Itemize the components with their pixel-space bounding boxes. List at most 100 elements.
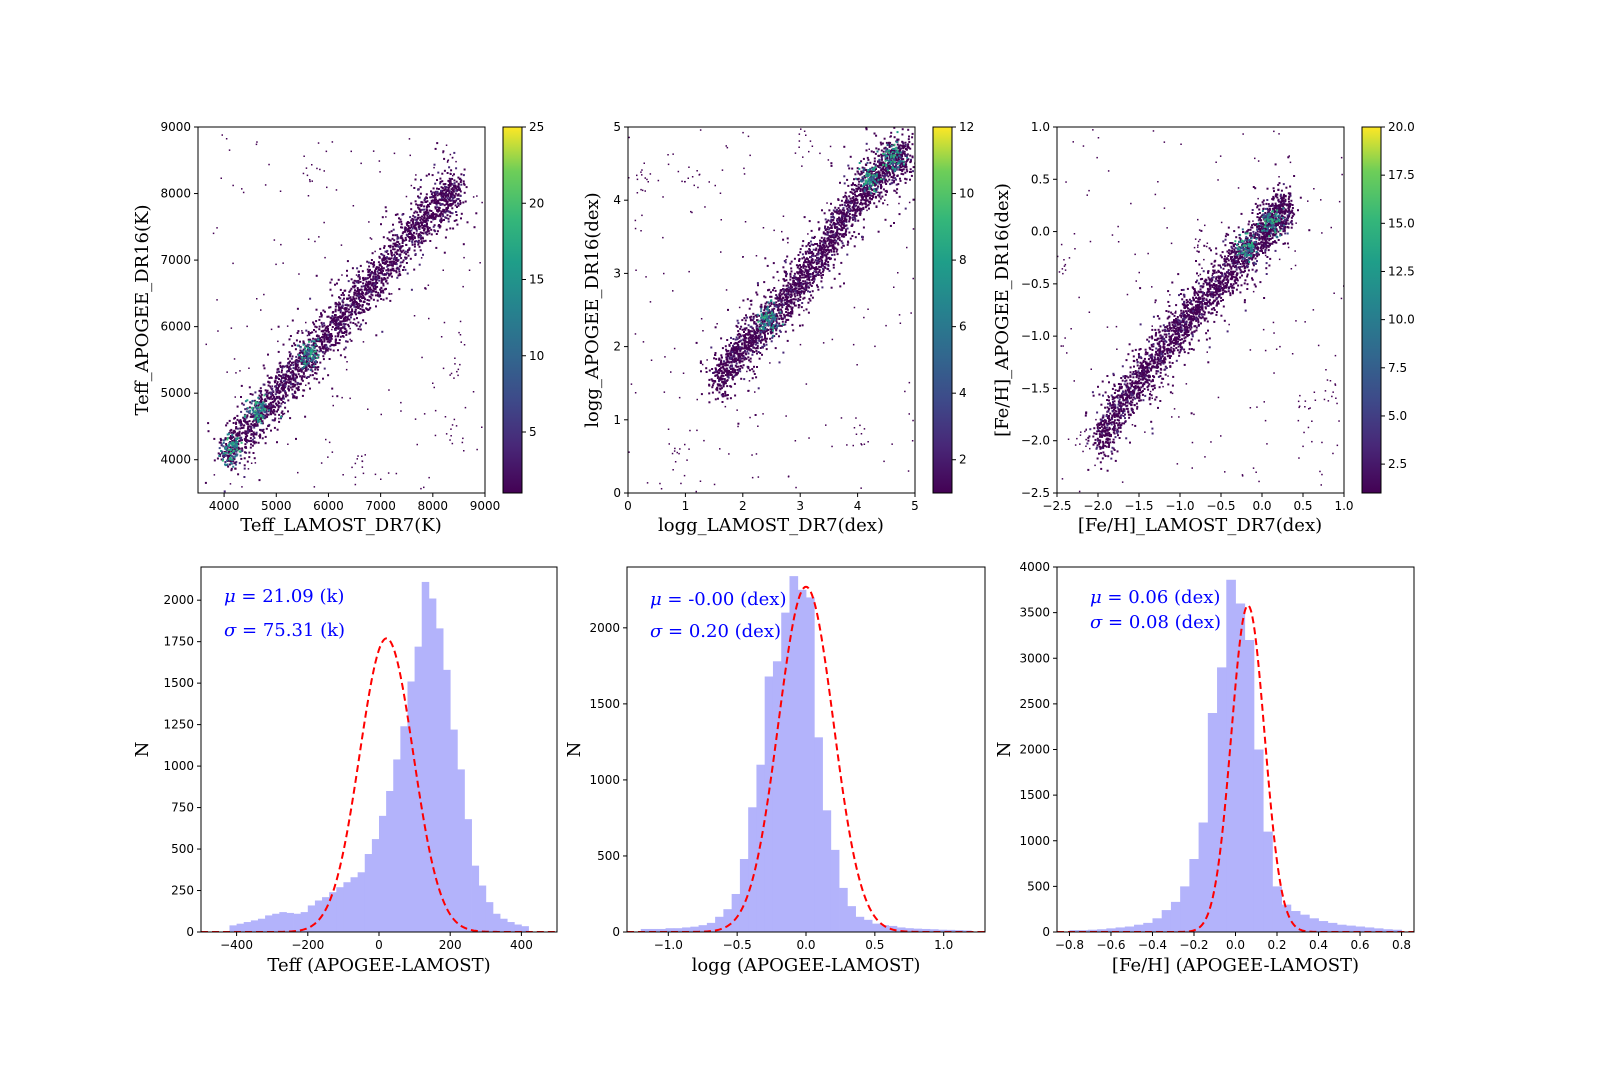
scatter-point bbox=[885, 174, 888, 177]
scatter-point bbox=[300, 376, 303, 379]
scatter-point bbox=[440, 189, 443, 192]
outlier-point bbox=[280, 243, 282, 246]
scatter-point bbox=[313, 323, 316, 326]
scatter-point bbox=[820, 246, 823, 249]
density-peak-point bbox=[258, 406, 261, 409]
scatter-point bbox=[223, 451, 226, 453]
scatter-point bbox=[340, 330, 343, 333]
outlier-point bbox=[463, 256, 465, 259]
scatter-point bbox=[895, 157, 898, 160]
scatter-point bbox=[355, 294, 358, 297]
scatter-point bbox=[837, 199, 840, 201]
scatter-point bbox=[869, 172, 872, 175]
scatter-point bbox=[785, 314, 788, 317]
scatter-point bbox=[775, 322, 778, 324]
scatter-point bbox=[449, 182, 451, 185]
scatter-point bbox=[287, 385, 290, 388]
scatter-point bbox=[270, 408, 273, 411]
scatter-point bbox=[763, 281, 766, 284]
scatter-point bbox=[366, 308, 368, 311]
density-peak-point bbox=[310, 353, 313, 356]
scatter-point bbox=[436, 187, 438, 190]
scatter-point bbox=[347, 325, 350, 328]
scatter-point bbox=[729, 371, 732, 374]
scatter-point bbox=[301, 379, 304, 382]
scatter-point bbox=[240, 421, 243, 424]
scatter-point bbox=[847, 184, 850, 187]
scatter-point bbox=[430, 193, 433, 196]
outlier-point bbox=[476, 195, 478, 197]
scatter-point bbox=[267, 408, 270, 411]
density-peak-point bbox=[316, 357, 319, 359]
scatter-point bbox=[291, 393, 294, 396]
scatter-point bbox=[803, 296, 806, 299]
scatter-point bbox=[725, 367, 728, 370]
scatter-point bbox=[247, 430, 250, 433]
scatter-point bbox=[320, 315, 323, 318]
scatter-point bbox=[254, 391, 257, 394]
scatter-point bbox=[887, 142, 890, 145]
scatter-point bbox=[406, 230, 409, 233]
scatter-point bbox=[823, 238, 825, 241]
scatter-point bbox=[331, 326, 334, 328]
scatter-point bbox=[721, 347, 724, 350]
scatter-point bbox=[810, 264, 813, 267]
scatter-point bbox=[447, 204, 450, 207]
scatter-point bbox=[228, 419, 231, 422]
scatter-point bbox=[297, 330, 300, 333]
scatter-point bbox=[341, 335, 344, 337]
scatter-point bbox=[460, 183, 463, 186]
scatter-point bbox=[726, 370, 729, 372]
outlier-point bbox=[283, 366, 285, 368]
scatter-point bbox=[419, 186, 422, 189]
scatter-point bbox=[226, 422, 229, 425]
scatter-point bbox=[847, 211, 850, 214]
scatter-point bbox=[374, 275, 377, 278]
scatter-point bbox=[849, 210, 851, 213]
scatter-point bbox=[238, 447, 241, 450]
scatter-point bbox=[340, 323, 343, 326]
scatter-point bbox=[311, 331, 314, 334]
scatter-point bbox=[449, 184, 452, 187]
scatter-point bbox=[401, 232, 404, 235]
density-peak-point bbox=[256, 406, 259, 409]
scatter-point bbox=[766, 264, 769, 267]
scatter-point bbox=[395, 251, 398, 254]
outlier-point bbox=[307, 195, 310, 197]
colorbar-tick-label: 5 bbox=[529, 425, 537, 439]
outlier-point bbox=[250, 462, 253, 464]
scatter-point bbox=[250, 413, 253, 416]
scatter-point bbox=[444, 188, 447, 191]
scatter-point bbox=[457, 185, 460, 188]
scatter-point bbox=[759, 324, 762, 327]
scatter-point bbox=[288, 367, 291, 370]
scatter-point bbox=[462, 201, 465, 204]
scatter-point bbox=[439, 204, 442, 206]
scatter-point bbox=[861, 238, 864, 241]
scatter-point bbox=[266, 405, 269, 408]
outlier-point bbox=[367, 408, 369, 410]
scatter-point bbox=[259, 436, 261, 439]
scatter-point bbox=[727, 376, 730, 379]
outlier-point bbox=[413, 315, 416, 317]
scatter-point bbox=[367, 309, 370, 311]
scatter-point bbox=[846, 253, 849, 256]
scatter-point bbox=[734, 349, 737, 352]
scatter-point bbox=[911, 136, 914, 139]
scatter-point bbox=[824, 232, 827, 235]
scatter-point bbox=[784, 323, 787, 326]
scatter-point bbox=[321, 323, 324, 326]
scatter-point bbox=[287, 362, 290, 365]
scatter-point bbox=[840, 219, 843, 222]
scatter-point bbox=[424, 225, 427, 228]
scatter-point bbox=[357, 270, 360, 273]
scatter-point bbox=[887, 162, 890, 165]
scatter-point bbox=[897, 138, 900, 141]
scatter-point bbox=[232, 422, 235, 424]
scatter-point bbox=[456, 198, 459, 200]
scatter-point bbox=[245, 441, 248, 444]
scatter-point bbox=[391, 237, 394, 240]
scatter-point bbox=[330, 278, 333, 281]
density-peak-point bbox=[228, 458, 231, 461]
outlier-point bbox=[463, 450, 465, 452]
